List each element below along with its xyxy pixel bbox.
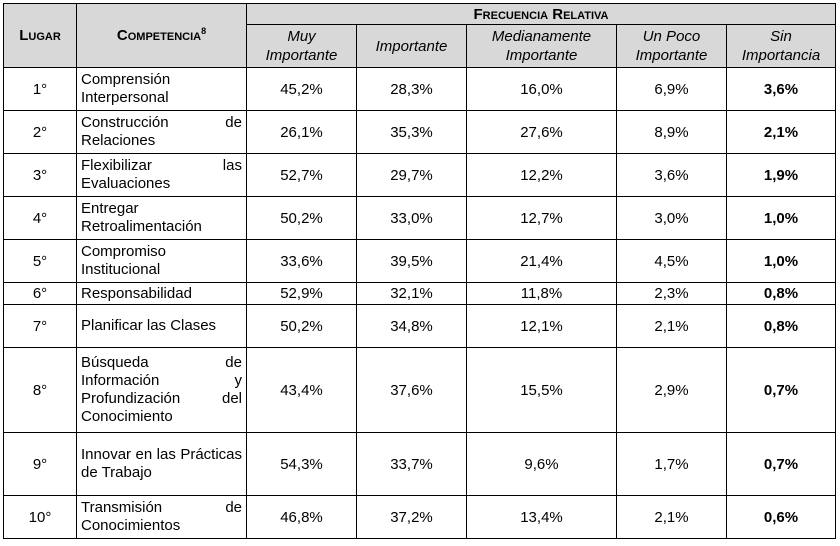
cell-importante: 37,2%	[356, 495, 467, 539]
cell-un-poco-importante: 2,1%	[616, 304, 727, 348]
header-frecuencia-relativa: Frecuencia Relativa	[245, 3, 837, 25]
cell-medianamente-importante: 9,6%	[466, 432, 617, 496]
cell-muy-importante: 26,1%	[246, 110, 357, 154]
table-row: 8° Búsqueda de Información y Profundizaci…	[3, 347, 837, 433]
cell-competencia: Flexibilizar las Evaluaciones	[76, 153, 247, 197]
cell-competencia: Responsabilidad	[76, 282, 247, 305]
cell-competencia: Entregar Retroalimentación	[76, 196, 247, 240]
cell-importante: 37,6%	[356, 347, 467, 433]
cell-un-poco-importante: 2,1%	[616, 495, 727, 539]
cell-importante: 33,7%	[356, 432, 467, 496]
cell-importante: 28,3%	[356, 67, 467, 111]
cell-lugar: 5°	[3, 239, 77, 283]
cell-competencia: Compromiso Institucional	[76, 239, 247, 283]
cell-lugar: 4°	[3, 196, 77, 240]
table-row: 2° Construcción de Relaciones 26,1% 35,3% 27…	[3, 110, 837, 154]
cell-lugar: 1°	[3, 67, 77, 111]
cell-lugar: 3°	[3, 153, 77, 197]
cell-sin-importancia: 0,7%	[725, 432, 837, 496]
cell-importante: 33,0%	[356, 196, 467, 240]
table-row: 7° Planificar las Clases 50,2% 34,8% 12,1% 2,…	[3, 304, 837, 348]
cell-sin-importancia: 0,6%	[725, 495, 837, 539]
cell-medianamente-importante: 12,2%	[466, 153, 617, 197]
cell-sin-importancia: 1,0%	[725, 196, 837, 240]
cell-competencia: Búsqueda de Información y Profundización…	[76, 347, 247, 433]
cell-lugar: 8°	[3, 347, 77, 433]
cell-importante: 39,5%	[356, 239, 467, 283]
cell-muy-importante: 33,6%	[246, 239, 357, 283]
cell-importante: 32,1%	[356, 282, 467, 305]
header-medianamente-importante: Medianamente Importante	[466, 24, 617, 68]
cell-muy-importante: 46,8%	[246, 495, 357, 539]
cell-muy-importante: 45,2%	[246, 67, 357, 111]
table-row: 6° Responsabilidad 52,9% 32,1% 11,8% 2,3% 0,8%	[3, 282, 837, 305]
cell-muy-importante: 43,4%	[246, 347, 357, 433]
cell-sin-importancia: 1,9%	[725, 153, 837, 197]
cell-un-poco-importante: 8,9%	[616, 110, 727, 154]
cell-muy-importante: 52,9%	[246, 282, 357, 305]
cell-lugar: 10°	[3, 495, 77, 539]
cell-importante: 34,8%	[356, 304, 467, 348]
cell-importante: 29,7%	[356, 153, 467, 197]
footnote-marker: 8	[201, 26, 207, 36]
cell-sin-importancia: 0,7%	[725, 347, 837, 433]
cell-lugar: 6°	[3, 282, 77, 305]
cell-lugar: 7°	[3, 304, 77, 348]
header-importante: Importante	[356, 24, 467, 68]
cell-lugar: 2°	[3, 110, 77, 154]
cell-importante: 35,3%	[356, 110, 467, 154]
cell-lugar: 9°	[3, 432, 77, 496]
cell-competencia: Innovar en las Prácticas de Trabajo	[76, 432, 247, 496]
header-sin-importancia: Sin Importancia	[725, 24, 837, 68]
cell-medianamente-importante: 27,6%	[466, 110, 617, 154]
header-un-poco-importante: Un Poco Importante	[616, 24, 727, 68]
cell-muy-importante: 52,7%	[246, 153, 357, 197]
cell-medianamente-importante: 12,7%	[466, 196, 617, 240]
table-row: 3° Flexibilizar las Evaluaciones 52,7% 29,7…	[3, 153, 837, 197]
cell-un-poco-importante: 3,0%	[616, 196, 727, 240]
cell-muy-importante: 50,2%	[246, 196, 357, 240]
cell-medianamente-importante: 21,4%	[466, 239, 617, 283]
cell-un-poco-importante: 4,5%	[616, 239, 727, 283]
table-row: 1° Comprensión Interpersonal 45,2% 28,3% 16,…	[3, 67, 837, 111]
header-competencia: Competencia8	[76, 3, 247, 68]
cell-un-poco-importante: 3,6%	[616, 153, 727, 197]
cell-sin-importancia: 1,0%	[725, 239, 837, 283]
cell-muy-importante: 50,2%	[246, 304, 357, 348]
cell-sin-importancia: 0,8%	[725, 282, 837, 305]
cell-competencia: Planificar las Clases	[76, 304, 247, 348]
competencias-table: Lugar Competencia8 Frecuencia Relativa M…	[3, 3, 837, 539]
cell-competencia: Transmisión de Conocimientos	[76, 495, 247, 539]
table-row: 5° Compromiso Institucional 33,6% 39,5% 21,4…	[3, 239, 837, 283]
cell-medianamente-importante: 13,4%	[466, 495, 617, 539]
cell-muy-importante: 54,3%	[246, 432, 357, 496]
header-lugar: Lugar	[3, 3, 77, 68]
cell-competencia: Comprensión Interpersonal	[76, 67, 247, 111]
cell-un-poco-importante: 2,9%	[616, 347, 727, 433]
header-muy-importante: Muy Importante	[246, 24, 357, 68]
cell-un-poco-importante: 6,9%	[616, 67, 727, 111]
table-row: 10° Transmisión de Conocimientos 46,8% 37,2…	[3, 495, 837, 539]
cell-medianamente-importante: 12,1%	[466, 304, 617, 348]
table-row: 4° Entregar Retroalimentación 50,2% 33,0% 12…	[3, 196, 837, 240]
cell-un-poco-importante: 1,7%	[616, 432, 727, 496]
cell-competencia: Construcción de Relaciones	[76, 110, 247, 154]
cell-un-poco-importante: 2,3%	[616, 282, 727, 305]
table-row: 9° Innovar en las Prácticas de Trabajo 54,…	[3, 432, 837, 496]
cell-sin-importancia: 2,1%	[725, 110, 837, 154]
cell-medianamente-importante: 16,0%	[466, 67, 617, 111]
cell-medianamente-importante: 11,8%	[466, 282, 617, 305]
cell-sin-importancia: 3,6%	[725, 67, 837, 111]
cell-sin-importancia: 0,8%	[725, 304, 837, 348]
cell-medianamente-importante: 15,5%	[466, 347, 617, 433]
